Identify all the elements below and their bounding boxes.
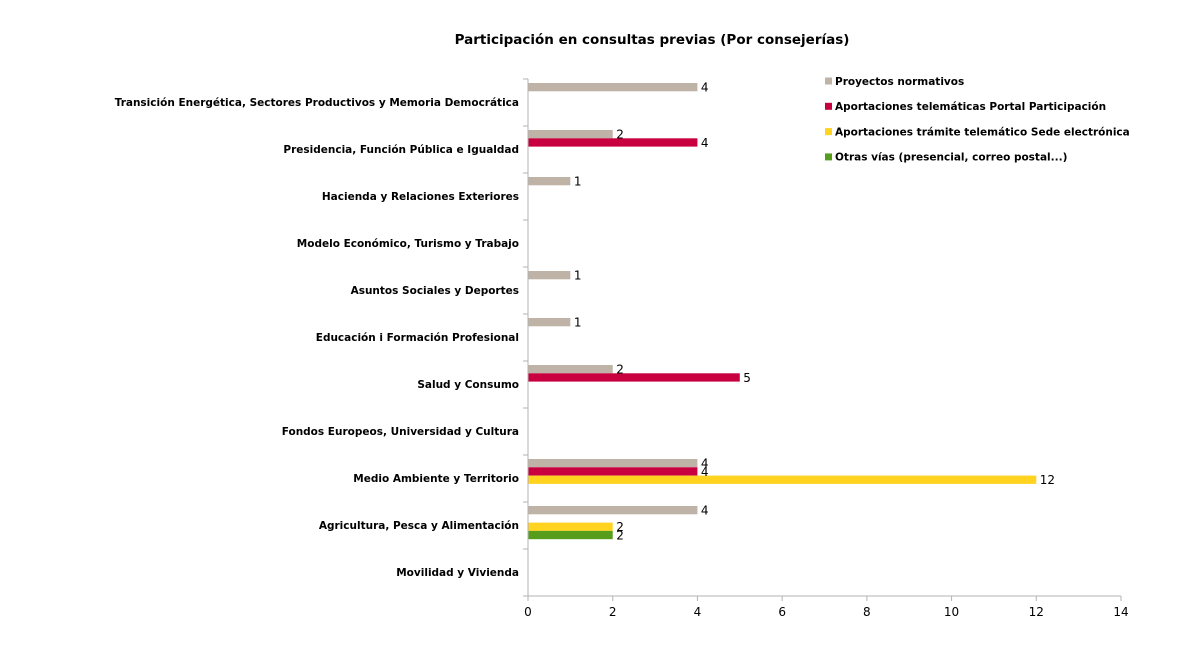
- x-tick-label-0: 0: [524, 605, 532, 619]
- bar-0-2: [528, 177, 570, 185]
- x-tick-label-3: 6: [778, 605, 786, 619]
- legend-label-2: Aportaciones trámite telemático Sede ele…: [835, 126, 1130, 138]
- category-label-7: Fondos Europeos, Universidad y Cultura: [282, 426, 519, 438]
- bar-chart: Participación en consultas previas (Por …: [0, 0, 1178, 659]
- bar-3-9: [528, 531, 613, 539]
- category-label-0: Transición Energética, Sectores Producti…: [115, 97, 519, 109]
- data-label-0-1: 2: [616, 127, 624, 141]
- bar-0-0: [528, 83, 697, 91]
- category-label-4: Asuntos Sociales y Deportes: [351, 285, 519, 297]
- bar-2-9: [528, 523, 613, 531]
- legend-label-1: Aportaciones telemáticas Portal Particip…: [835, 101, 1106, 113]
- chart-title: Participación en consultas previas (Por …: [455, 32, 850, 48]
- category-label-2: Hacienda y Relaciones Exteriores: [322, 191, 519, 203]
- x-tick-label-1: 2: [609, 605, 617, 619]
- bar-0-8: [528, 459, 697, 467]
- data-label-0-0: 4: [701, 80, 709, 94]
- bar-1-6: [528, 373, 740, 381]
- legend: Proyectos normativos Aportaciones telemát…: [825, 76, 1130, 164]
- legend-swatch-2: [825, 128, 832, 135]
- legend-label-0: Proyectos normativos: [835, 76, 964, 88]
- data-label-0-5: 1: [574, 315, 582, 329]
- data-label-1-6: 5: [743, 371, 751, 385]
- bar-0-1: [528, 130, 613, 138]
- x-tick-label-5: 10: [944, 605, 959, 619]
- chart-container: Participación en consultas previas (Por …: [0, 0, 1178, 659]
- category-label-8: Medio Ambiente y Territorio: [353, 473, 519, 485]
- legend-swatch-0: [825, 78, 832, 85]
- bar-0-4: [528, 271, 570, 279]
- data-label-1-8: 4: [701, 465, 709, 479]
- x-tick-label-6: 12: [1029, 605, 1044, 619]
- category-label-3: Modelo Económico, Turismo y Trabajo: [297, 238, 519, 250]
- data-label-2-8: 12: [1040, 473, 1055, 487]
- bar-2-8: [528, 476, 1036, 484]
- data-label-0-2: 1: [574, 174, 582, 188]
- bar-0-6: [528, 365, 613, 373]
- x-tick-label-2: 4: [694, 605, 702, 619]
- data-label-0-4: 1: [574, 268, 582, 282]
- legend-swatch-1: [825, 103, 832, 110]
- data-label-0-6: 2: [616, 362, 624, 376]
- category-label-1: Presidencia, Función Pública e Igualdad: [283, 144, 519, 156]
- category-label-10: Movilidad y Vivienda: [396, 567, 519, 579]
- data-label-3-9: 2: [616, 528, 624, 542]
- legend-swatch-3: [825, 153, 832, 160]
- bar-0-9: [528, 506, 697, 514]
- data-label-1-1: 4: [701, 136, 709, 150]
- category-label-9: Agricultura, Pesca y Alimentación: [319, 520, 519, 532]
- x-tick-label-7: 14: [1113, 605, 1128, 619]
- bar-1-1: [528, 138, 697, 146]
- legend-label-3: Otras vías (presencial, correo postal...…: [835, 152, 1067, 164]
- x-tick-label-4: 8: [863, 605, 871, 619]
- category-label-6: Salud y Consumo: [417, 379, 519, 391]
- category-label-5: Educación i Formación Profesional: [316, 332, 519, 344]
- bar-0-5: [528, 318, 570, 326]
- bar-1-8: [528, 467, 697, 475]
- data-label-0-9: 4: [701, 503, 709, 517]
